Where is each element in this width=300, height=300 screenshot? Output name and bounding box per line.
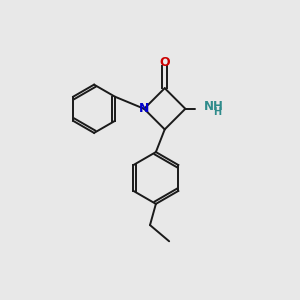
Text: N: N <box>139 102 149 115</box>
Text: H: H <box>213 107 221 117</box>
Text: O: O <box>159 56 170 69</box>
Text: NH: NH <box>204 100 224 113</box>
